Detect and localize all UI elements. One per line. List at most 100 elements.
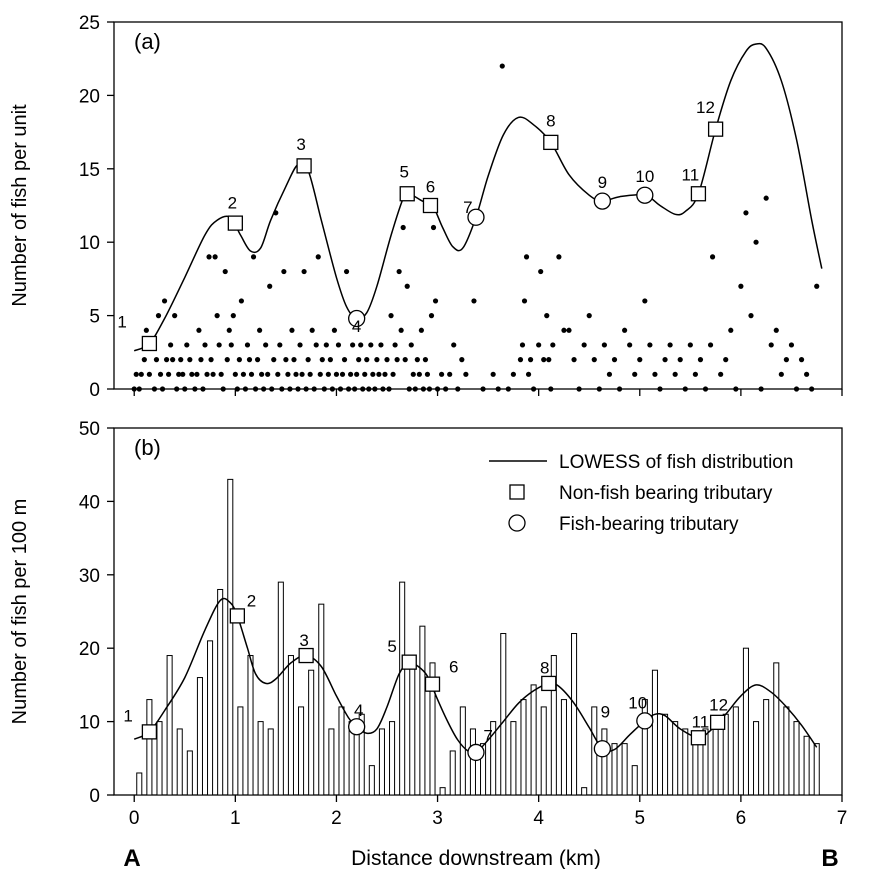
fish-count-point <box>455 386 461 392</box>
fish-count-point <box>248 371 255 377</box>
panel-a-frame <box>113 21 843 390</box>
fish-count-point <box>257 327 263 333</box>
legend-fish-label: Fish-bearing tributary <box>559 514 739 535</box>
legend: LOWESS of fish distribution Non-fish bea… <box>489 452 793 535</box>
fish-count-point <box>325 371 331 377</box>
fish-count-point <box>596 386 602 392</box>
legend-fish-swatch <box>508 514 526 532</box>
fish-count-point <box>161 298 168 304</box>
fish-count-point <box>541 357 547 363</box>
fish-count-point <box>523 254 530 260</box>
fish-count-point <box>339 371 346 377</box>
fish-count-point <box>566 327 572 333</box>
fish-count-point <box>647 342 653 348</box>
fish-count-point <box>216 342 222 348</box>
density-bar <box>530 684 537 796</box>
fish-count-point <box>372 386 378 392</box>
fish-count-point <box>307 371 313 377</box>
fish-count-point <box>682 386 688 392</box>
fish-count-point <box>309 327 315 333</box>
density-bar <box>389 721 396 796</box>
density-bar <box>611 743 618 796</box>
density-bar <box>166 655 173 796</box>
fish-count-point <box>586 313 592 319</box>
fish-count-point <box>136 386 142 392</box>
fish-count-point <box>297 342 303 348</box>
fish-count-point <box>611 357 618 363</box>
fish-count-point <box>354 371 360 377</box>
fish-count-point <box>723 357 729 363</box>
fish-count-point <box>240 371 247 377</box>
density-bar <box>581 787 588 796</box>
fish-count-point <box>343 268 350 275</box>
fish-count-point <box>376 371 382 377</box>
fish-count-point <box>728 327 734 333</box>
fish-count-point <box>204 371 210 377</box>
fish-count-point <box>390 371 396 377</box>
fish-count-point <box>404 283 410 289</box>
density-bar <box>207 640 214 796</box>
fish-count-point <box>337 386 344 392</box>
density-bar <box>712 721 719 796</box>
fish-count-point <box>471 298 477 304</box>
fish-count-point <box>356 357 362 363</box>
y-tick-label: 50 <box>79 419 100 440</box>
fish-count-point <box>743 210 749 216</box>
fish-count-point <box>277 342 283 348</box>
density-bar <box>631 765 638 796</box>
fish-count-point <box>667 342 673 348</box>
fish-count-point <box>463 371 469 377</box>
panel-b-frame <box>113 427 843 796</box>
fish-count-point <box>275 371 281 377</box>
tributary-number-label: 12 <box>696 98 715 117</box>
density-bar <box>641 699 648 796</box>
fish-count-point <box>510 371 516 377</box>
fish-count-point <box>345 386 352 392</box>
density-bar <box>298 706 305 796</box>
fish-count-point <box>176 371 182 377</box>
density-bar <box>601 728 608 796</box>
density-bar <box>399 581 406 796</box>
fish-count-point <box>627 342 633 348</box>
fish-count-point <box>718 371 724 377</box>
density-bar <box>186 750 193 796</box>
density-bar <box>692 743 699 796</box>
tributary-number-label: 10 <box>635 167 654 186</box>
density-bar <box>156 721 163 796</box>
fish-count-point <box>360 386 366 392</box>
fish-count-point <box>157 371 164 377</box>
fish-count-point <box>428 313 435 319</box>
fish-count-point <box>265 371 271 377</box>
segment-end-label: B <box>821 845 838 869</box>
fish-count-point <box>287 386 293 392</box>
fish-count-point <box>170 357 176 363</box>
fish-count-point <box>279 386 285 392</box>
fish-count-point <box>400 224 406 231</box>
fish-count-point <box>202 342 208 348</box>
density-bar <box>490 721 497 796</box>
fish-count-point <box>146 371 152 377</box>
density-bar <box>287 655 294 796</box>
tributary-number-label: 5 <box>387 637 396 656</box>
tributary-number-label: 11 <box>682 166 700 185</box>
fish-count-point <box>548 386 554 392</box>
y-tick-label: 40 <box>79 492 100 513</box>
non-fish-tributary-marker <box>141 335 158 352</box>
y-tick-label: 10 <box>79 713 100 734</box>
fish-count-point <box>422 357 429 363</box>
fish-count-point <box>416 371 422 377</box>
fish-count-point <box>174 386 180 392</box>
tributary-number-label: 9 <box>598 173 607 192</box>
fish-count-point <box>480 386 486 392</box>
tributary-number-label: 5 <box>399 163 408 182</box>
fish-count-point <box>166 371 172 377</box>
fish-count-point <box>350 342 356 348</box>
fish-count-point <box>180 371 186 377</box>
density-bar <box>793 721 800 796</box>
fish-count-point <box>622 327 628 333</box>
fish-count-point <box>576 386 582 392</box>
fish-count-point <box>364 357 370 363</box>
fish-count-point <box>317 371 323 377</box>
density-bar <box>308 669 315 796</box>
